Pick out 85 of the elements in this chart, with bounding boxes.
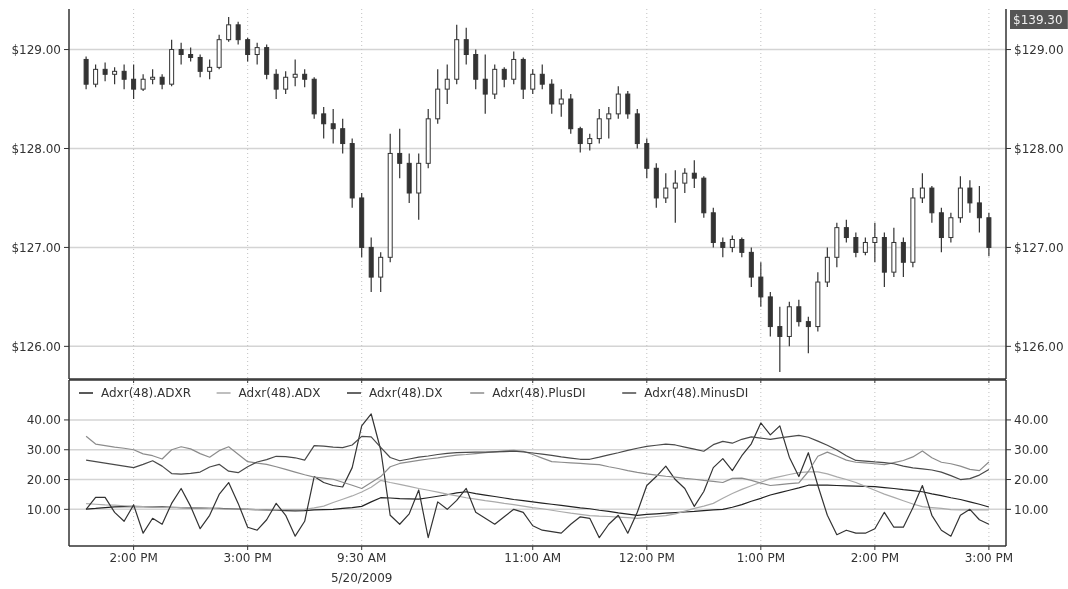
candlestick bbox=[967, 179, 973, 214]
y-tick-label: $129.00 bbox=[11, 42, 61, 57]
candlestick bbox=[378, 251, 384, 293]
x-tick-label: 11:00 AM bbox=[504, 551, 562, 565]
candlestick bbox=[340, 118, 346, 155]
candlestick bbox=[805, 316, 811, 354]
candlestick bbox=[606, 106, 612, 140]
candlestick bbox=[330, 108, 336, 145]
candlestick bbox=[539, 63, 545, 90]
y-tick-label: 30.00 bbox=[26, 442, 61, 457]
candlestick bbox=[178, 42, 184, 65]
y2-tick-label: 30.00 bbox=[1014, 442, 1049, 457]
y2-tick-label: 20.00 bbox=[1014, 472, 1049, 487]
y2-tick-label: $128.00 bbox=[1014, 141, 1064, 156]
candlestick bbox=[549, 78, 555, 115]
text: $139.30 bbox=[1013, 12, 1063, 27]
candlestick bbox=[102, 61, 108, 82]
line-series bbox=[85, 435, 990, 490]
candlestick bbox=[207, 58, 213, 80]
y-tick-label: $127.00 bbox=[11, 240, 61, 255]
x-tick-label: 12:00 PM bbox=[618, 551, 675, 565]
candlestick bbox=[739, 236, 745, 258]
legend-label: Adxr(48).MinusDI bbox=[644, 386, 749, 401]
y-tick-label: 10.00 bbox=[26, 502, 61, 517]
candlestick bbox=[482, 53, 488, 115]
candlestick bbox=[919, 172, 925, 204]
y2-tick-label: 40.00 bbox=[1014, 413, 1049, 428]
candlestick bbox=[758, 261, 764, 308]
candlestick bbox=[273, 68, 279, 100]
candlestick bbox=[121, 63, 127, 90]
line-series bbox=[85, 434, 990, 481]
candlestick bbox=[843, 219, 849, 244]
candlestick bbox=[93, 63, 99, 88]
candlestick bbox=[530, 68, 536, 95]
legend-label: Adxr(48).ADXR bbox=[101, 386, 192, 401]
candlestick bbox=[672, 169, 678, 224]
y2-tick-label: $126.00 bbox=[1014, 339, 1064, 354]
candlestick bbox=[444, 63, 450, 105]
candlestick bbox=[321, 106, 327, 140]
candlestick bbox=[625, 90, 631, 120]
candlestick bbox=[777, 306, 783, 373]
candlestick bbox=[853, 231, 859, 258]
candlestick bbox=[976, 185, 982, 234]
y2-tick-label: $127.00 bbox=[1014, 240, 1064, 255]
candlestick bbox=[463, 27, 469, 65]
x-tick-label: 2:00 PM bbox=[850, 551, 900, 565]
x-tick-label: 3:00 PM bbox=[223, 551, 272, 565]
candlestick bbox=[577, 126, 583, 154]
legend-label: Adxr(48).DX bbox=[369, 386, 443, 401]
candlestick bbox=[720, 236, 726, 258]
line-series bbox=[85, 413, 990, 539]
legend-label: Adxr(48).PlusDI bbox=[492, 386, 586, 401]
candlestick bbox=[663, 172, 669, 204]
x-tick-label: 2:00 PM bbox=[109, 551, 158, 565]
candlestick bbox=[511, 50, 517, 85]
candlestick bbox=[197, 53, 203, 78]
candlestick bbox=[292, 58, 298, 87]
candlestick bbox=[872, 222, 878, 263]
candlestick bbox=[501, 66, 507, 88]
candlestick bbox=[254, 42, 260, 65]
candlestick bbox=[283, 70, 289, 95]
x-tick-label: 3:00 PM bbox=[964, 551, 1014, 565]
candlestick bbox=[245, 37, 251, 63]
candlestick bbox=[235, 21, 241, 46]
y2-tick-label: $129.00 bbox=[1014, 42, 1064, 57]
candlestick bbox=[691, 159, 697, 189]
candlestick bbox=[948, 212, 954, 244]
candlestick bbox=[226, 16, 232, 43]
candlestick bbox=[596, 108, 602, 145]
candlestick bbox=[558, 88, 564, 118]
x-tick-label: 1:00 PM bbox=[736, 551, 785, 565]
candlestick bbox=[397, 128, 403, 179]
candlestick bbox=[615, 85, 621, 120]
candlestick bbox=[900, 236, 906, 278]
candlestick bbox=[131, 63, 137, 100]
y2-tick-label: 10.00 bbox=[1014, 502, 1049, 517]
y-tick-label: 20.00 bbox=[26, 472, 61, 487]
legend-label: Adxr(48).ADX bbox=[238, 386, 321, 401]
candlestick bbox=[682, 167, 688, 194]
y-tick-label: 40.00 bbox=[26, 413, 61, 428]
y-tick-label: $126.00 bbox=[11, 339, 61, 354]
y-tick-label: $128.00 bbox=[11, 141, 61, 156]
x-tick-label: 9:30 AM 5/20/2009 bbox=[330, 551, 393, 586]
line-series bbox=[85, 471, 990, 519]
candlestick bbox=[796, 299, 802, 328]
